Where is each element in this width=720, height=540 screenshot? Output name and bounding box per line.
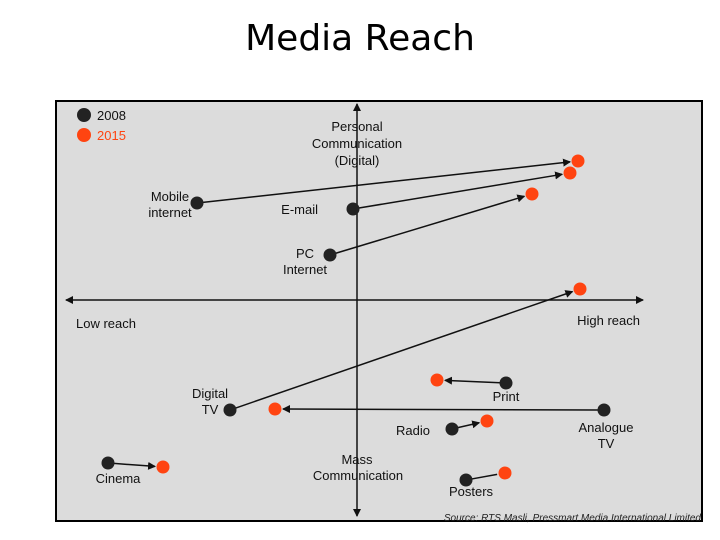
point-2015-cinema [156,460,170,474]
point-2008-analogue-tv [597,403,611,417]
connector-e-mail [358,171,564,209]
point-label-mobile-internet-1: internet [148,205,192,220]
connector-radio [457,420,481,429]
axis-label-bottom-1: Mass [341,452,373,467]
point-label-digital-tv-1: TV [202,402,219,417]
connector-mobile-internet [202,158,572,204]
point-label-analogue-tv-0: Analogue [579,420,634,435]
point-2015-posters [498,466,512,480]
point-2015-print [430,373,444,387]
connector-print [443,376,501,385]
source-note: Source: RTS Masli, Pressmart Media Inter… [444,513,702,524]
point-label-digital-tv-0: Digital [192,386,228,401]
point-label-analogue-tv-1: TV [598,436,615,451]
chart-title: Media Reach [245,18,475,59]
axis-label-left: Low reach [76,316,136,331]
axis-label-top-2: Communication [312,136,402,151]
point-2008-digital-tv [223,403,237,417]
point-2008-cinema [101,456,115,470]
point-label-e-mail-0: E-mail [281,202,318,217]
legend-marker-2008 [77,108,91,122]
point-label-radio-0: Radio [396,423,430,438]
point-2008-e-mail [346,202,360,216]
point-2015-digital-tv [573,282,587,296]
point-2008-mobile-internet [190,196,204,210]
connector-pc-internet [335,194,526,254]
connector-digital-tv [235,290,574,409]
point-2015-analogue-tv [268,402,282,416]
legend-label-2008: 2008 [97,108,126,123]
point-2008-pc-internet [323,248,337,262]
point-2015-e-mail [563,166,577,180]
point-2015-mobile-internet [571,154,585,168]
point-2015-pc-internet [525,187,539,201]
point-label-mobile-internet-0: Mobile [151,189,189,204]
point-2008-print [499,376,513,390]
connector-posters [471,473,498,480]
plot-panel [55,100,703,522]
axis-label-top-3: (Digital) [335,153,380,168]
point-2008-posters [459,473,473,487]
axis-label-right: High reach [577,313,640,328]
point-label-print-0: Print [493,389,520,404]
point-2008-radio [445,422,459,436]
axis-label-bottom-2: Communication [313,468,403,483]
point-label-pc-internet-0: PC [296,246,314,261]
point-2015-radio [480,414,494,428]
point-label-cinema-0: Cinema [96,471,142,486]
connector-cinema [113,461,157,470]
legend-marker-2015 [77,128,91,142]
connector-analogue-tv [281,405,599,414]
point-label-pc-internet-1: Internet [283,262,327,277]
point-label-posters-0: Posters [449,484,494,499]
legend-label-2015: 2015 [97,128,126,143]
axis-label-top-1: Personal [331,119,382,134]
